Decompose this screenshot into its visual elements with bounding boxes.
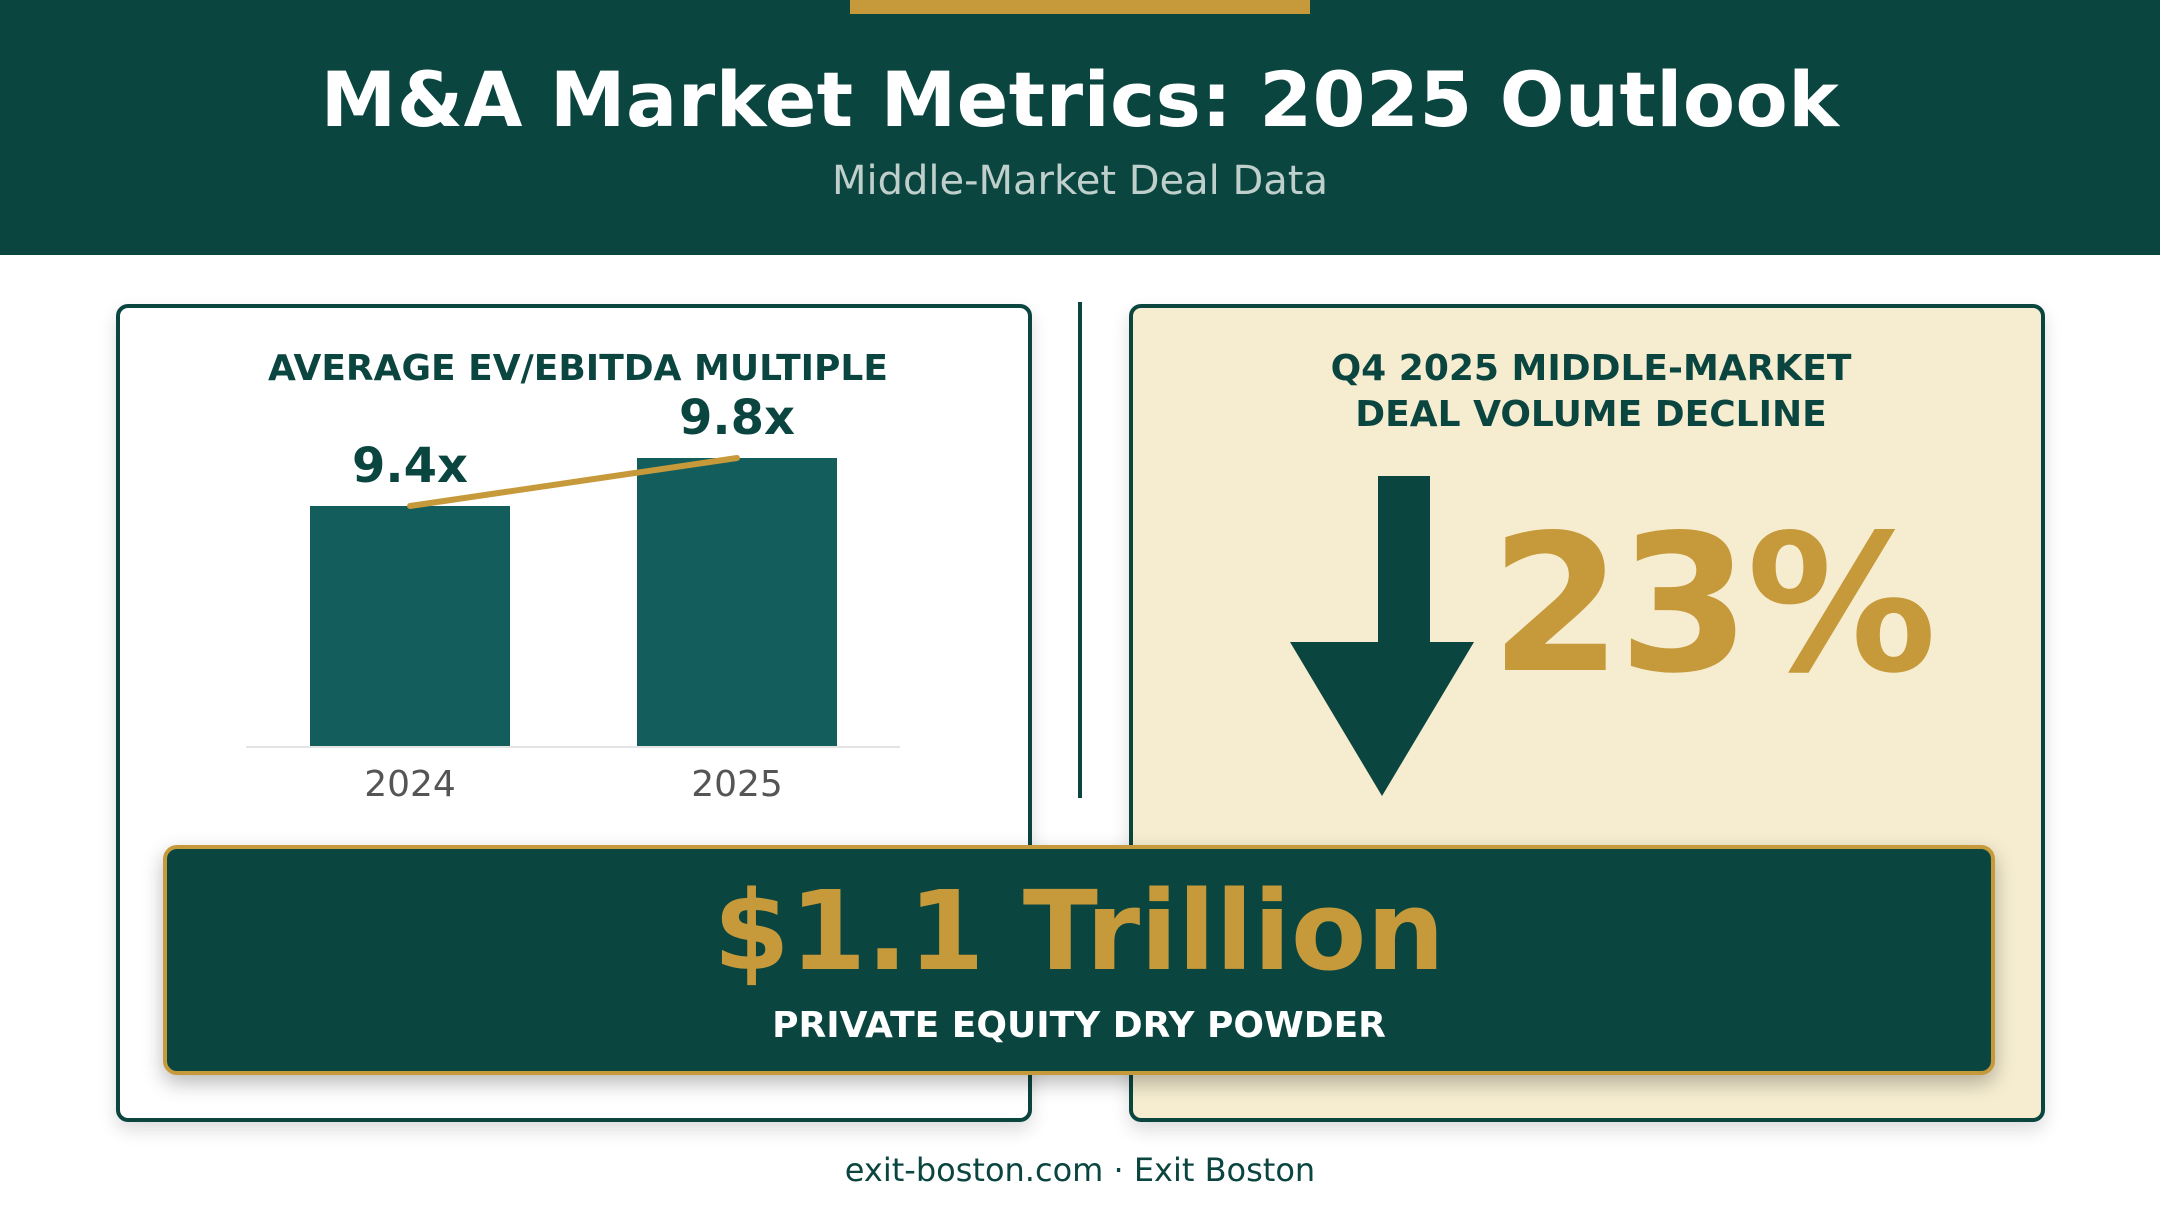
footer-credit: exit-boston.com · Exit Boston — [844, 1151, 1316, 1189]
data-label-2024: 9.4x — [352, 438, 468, 494]
decline-heading-line1: Q4 2025 MIDDLE-MARKET — [1330, 348, 1852, 389]
x-tick-label-2025: 2025 — [691, 764, 783, 805]
header: M&A Market Metrics: 2025 Outlook Middle-… — [0, 0, 2160, 255]
panel-divider — [1078, 302, 1082, 798]
data-label-2025: 9.8x — [679, 390, 795, 446]
page-subtitle: Middle-Market Deal Data — [831, 158, 1329, 204]
bar-2024 — [310, 506, 510, 746]
dry-powder-label: PRIVATE EQUITY DRY POWDER — [772, 1005, 1386, 1046]
decline-heading-line2: DEAL VOLUME DECLINE — [1355, 394, 1827, 435]
chart-title: AVERAGE EV/EBITDA MULTIPLE — [268, 348, 888, 389]
page-title: M&A Market Metrics: 2025 Outlook — [320, 55, 1840, 144]
x-tick-label-2024: 2024 — [364, 764, 456, 805]
dry-powder-value: $1.1 Trillion — [713, 867, 1445, 995]
trend-line — [407, 455, 740, 509]
down-arrow-icon — [1290, 476, 1474, 796]
ev-ebitda-chart: 9.4x 2024 9.8x 2025 — [246, 390, 900, 805]
decline-percentage: 23% — [1490, 494, 1937, 715]
dry-powder-banner: $1.1 Trillion PRIVATE EQUITY DRY POWDER — [163, 845, 1995, 1075]
header-accent-bar — [850, 0, 1310, 14]
bar-2025 — [637, 458, 837, 746]
